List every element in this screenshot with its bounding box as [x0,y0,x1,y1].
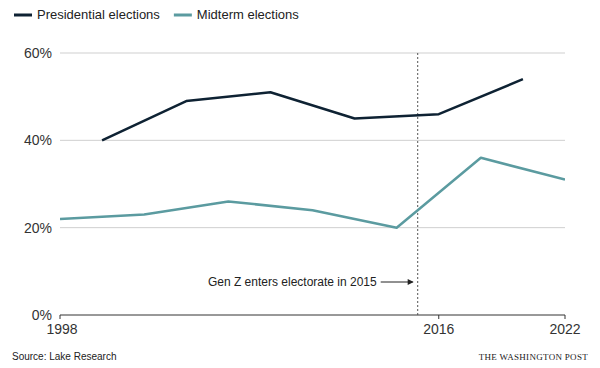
x-tick [60,315,61,319]
legend-swatch [174,14,192,17]
x-tick [565,315,566,319]
x-tick-label: 2016 [423,321,454,337]
plot-lines [60,79,565,227]
y-tick-label: 20% [24,220,52,236]
legend-swatch [14,14,32,17]
grid-line [60,53,565,54]
grid-line [60,140,565,141]
x-axis-line [60,315,565,316]
chart-container: 0%20%40%60%199820162022Gen Z enters elec… [0,0,600,368]
legend-label: Midterm elections [197,7,299,22]
x-tick-label: 2022 [549,321,580,337]
x-tick [438,315,439,319]
source: Source: Lake Research [12,351,117,362]
credit: THE WASHINGTON POST [479,352,589,362]
annotation-text: Gen Z enters electorate in 2015 [208,275,377,289]
annotation-line [417,53,418,315]
annotation-arrowhead [408,279,414,285]
chart-svg: 0%20%40%60%199820162022Gen Z enters elec… [0,0,600,368]
x-tick-label: 1998 [46,321,77,337]
series-line [60,158,565,228]
y-tick-label: 40% [24,132,52,148]
legend-label: Presidential elections [37,7,160,22]
grid-line [60,227,565,228]
series-line [102,79,523,140]
y-tick-label: 60% [24,45,52,61]
